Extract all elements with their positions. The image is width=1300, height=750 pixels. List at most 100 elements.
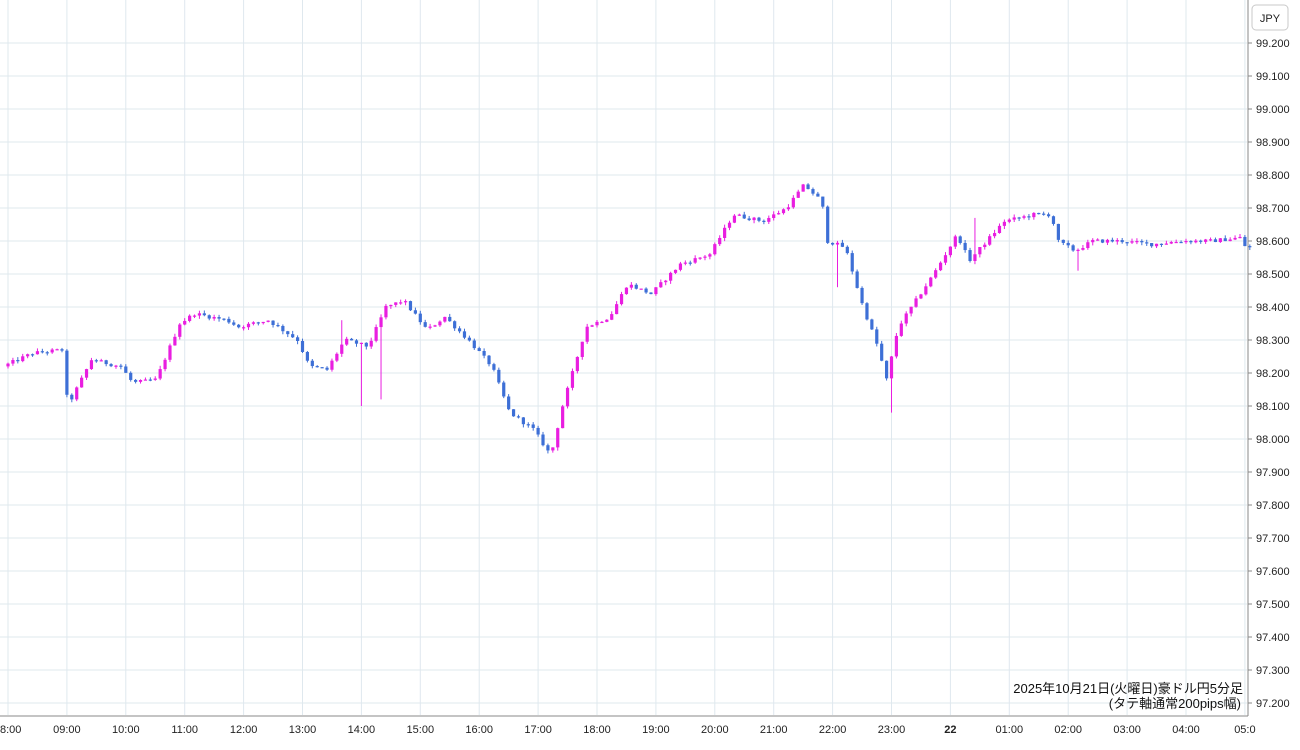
candle-down bbox=[821, 196, 825, 209]
price-tick-label: 99.200 bbox=[1256, 38, 1290, 50]
candle-body bbox=[629, 284, 633, 288]
candle-body bbox=[364, 342, 368, 347]
candle-body bbox=[1061, 239, 1065, 243]
price-tick-label: 98.600 bbox=[1256, 236, 1290, 248]
candle-up bbox=[673, 269, 678, 275]
time-tick-label: 21:00 bbox=[760, 724, 788, 736]
candle-body bbox=[94, 360, 98, 362]
candle-up bbox=[615, 301, 619, 315]
candle-up bbox=[158, 365, 162, 381]
candle-body bbox=[482, 351, 486, 356]
candle-up bbox=[21, 353, 25, 363]
candle-up bbox=[683, 260, 687, 266]
candle-body bbox=[507, 396, 511, 410]
candle-up bbox=[889, 356, 894, 413]
candle-body bbox=[968, 250, 972, 261]
candle-body bbox=[399, 302, 403, 304]
candle-down bbox=[762, 219, 766, 225]
candle-up bbox=[929, 276, 933, 288]
candle-body bbox=[168, 345, 172, 360]
candle-down bbox=[1213, 237, 1218, 243]
candle-body bbox=[70, 394, 74, 400]
candle-body bbox=[394, 302, 398, 305]
candle-down bbox=[1120, 237, 1124, 244]
candle-body bbox=[845, 246, 849, 254]
candle-up bbox=[575, 356, 579, 374]
candle-body bbox=[531, 424, 535, 428]
candle-body bbox=[104, 360, 108, 365]
candle-body bbox=[276, 324, 280, 327]
candle-up bbox=[75, 386, 79, 402]
time-axis[interactable]: 8:00 09:00 10:00 11:00 12:00 13:00 14:00 15:00 1… bbox=[0, 724, 1256, 736]
candle-up bbox=[1194, 239, 1198, 244]
candle-body bbox=[1081, 248, 1085, 250]
candle-body bbox=[369, 340, 373, 347]
time-tick-label: 23:00 bbox=[878, 724, 906, 736]
price-tick-label: 97.700 bbox=[1256, 533, 1290, 545]
candle-body bbox=[600, 321, 604, 324]
candle-up bbox=[26, 353, 30, 359]
candle-body bbox=[570, 371, 575, 388]
candle-up bbox=[899, 320, 903, 337]
candle-body bbox=[345, 338, 349, 345]
candle-up bbox=[1218, 237, 1222, 243]
candle-body bbox=[899, 323, 903, 336]
candle-body bbox=[649, 292, 653, 295]
candle-up bbox=[767, 215, 771, 225]
candle-body bbox=[477, 348, 481, 352]
candle-body bbox=[654, 287, 658, 295]
candle-body bbox=[1184, 240, 1188, 243]
candle-up bbox=[1174, 239, 1178, 244]
candle-up bbox=[438, 320, 442, 327]
candle-body bbox=[340, 344, 344, 354]
candle-up bbox=[796, 189, 800, 198]
candle-down bbox=[315, 365, 319, 368]
candle-body bbox=[143, 379, 148, 381]
candle-up bbox=[585, 323, 589, 344]
candle-up bbox=[580, 341, 584, 360]
candle-body bbox=[762, 220, 766, 223]
candle-up bbox=[1184, 238, 1188, 244]
candle-body bbox=[453, 321, 457, 329]
candle-body bbox=[492, 364, 496, 370]
candle-body bbox=[727, 222, 732, 228]
candle-body bbox=[6, 363, 10, 367]
candle-body bbox=[855, 271, 859, 288]
price-tick-label: 97.400 bbox=[1256, 632, 1290, 644]
candle-body bbox=[718, 237, 722, 245]
candle-body bbox=[80, 377, 84, 388]
candle-down bbox=[1056, 223, 1060, 243]
candle-up bbox=[703, 255, 707, 261]
candle-body bbox=[320, 367, 324, 369]
price-axis[interactable]: 99.200 99.100 99.000 98.900 98.800 98.700 98.6… bbox=[1248, 38, 1290, 710]
candle-up bbox=[1135, 238, 1139, 245]
candle-down bbox=[634, 283, 638, 290]
chart-caption-line1: 2025年10月21日(火曜日)豪ドル円5分足 bbox=[1013, 681, 1243, 696]
candle-down bbox=[237, 323, 241, 329]
candle-down bbox=[70, 393, 74, 403]
candle-body bbox=[374, 327, 378, 341]
candle-body bbox=[541, 434, 545, 446]
candle-up bbox=[173, 333, 177, 346]
price-tick-label: 98.900 bbox=[1256, 137, 1290, 149]
price-tick-label: 97.200 bbox=[1256, 698, 1290, 710]
candle-body bbox=[197, 313, 202, 316]
candle-up bbox=[919, 293, 923, 300]
candle-body bbox=[737, 214, 741, 216]
candle-body bbox=[119, 365, 123, 367]
candle-body bbox=[1017, 217, 1021, 219]
candle-down bbox=[1100, 239, 1105, 244]
candle-down bbox=[1037, 212, 1041, 215]
candle-down bbox=[305, 351, 310, 363]
candle-down bbox=[747, 215, 751, 222]
currency-badge[interactable]: JPY bbox=[1251, 4, 1289, 31]
candle-up bbox=[943, 252, 948, 266]
candle-up bbox=[1204, 238, 1208, 244]
candle-up bbox=[909, 306, 913, 317]
candle-up bbox=[654, 286, 658, 296]
candle-up bbox=[1091, 238, 1095, 246]
candle-body bbox=[796, 191, 800, 198]
candle-body bbox=[619, 294, 624, 305]
candle-body bbox=[1164, 243, 1168, 245]
candle-body bbox=[1248, 246, 1252, 248]
